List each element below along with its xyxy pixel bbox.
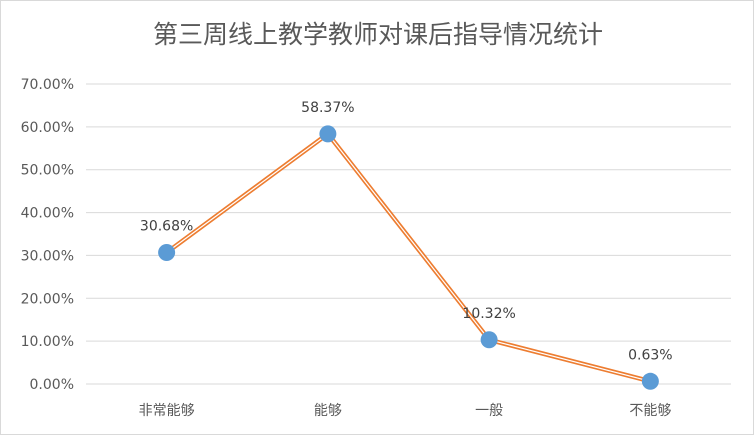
data-label: 0.63% — [628, 347, 672, 363]
gridlines — [86, 83, 731, 385]
data-label: 10.32% — [462, 306, 515, 322]
data-point-marker — [480, 331, 498, 349]
axis-labels: 0.00% 10.00% 20.00% 30.00% 40.00% 50.00% 60.00… — [21, 77, 672, 419]
y-tick-label: 30.00% — [21, 248, 74, 264]
y-tick-label: 10.00% — [21, 334, 74, 350]
data-label: 30.68% — [140, 219, 193, 235]
y-tick-label: 0.00% — [30, 377, 74, 393]
data-labels: 30.68% 58.37% 10.32% 0.63% — [140, 100, 673, 363]
y-tick-label: 70.00% — [21, 77, 74, 93]
y-tick-label: 40.00% — [21, 206, 74, 222]
series-line-outer — [165, 131, 651, 384]
chart-title: 第三周线上教学教师对课后指导情况统计 — [152, 20, 603, 49]
data-point-marker — [641, 372, 659, 390]
x-tick-label: 不能够 — [629, 403, 671, 419]
data-point-marker — [319, 125, 337, 143]
series-line — [165, 131, 651, 384]
data-point-marker — [158, 244, 176, 262]
y-tick-label: 20.00% — [21, 291, 74, 307]
series-markers — [158, 125, 659, 390]
data-label: 58.37% — [301, 100, 354, 116]
series-line-inner — [166, 133, 651, 382]
x-tick-label: 一般 — [475, 403, 503, 419]
y-tick-label: 60.00% — [21, 120, 74, 136]
x-tick-label: 非常能够 — [139, 403, 195, 419]
y-tick-label: 50.00% — [21, 163, 74, 179]
x-tick-label: 能够 — [314, 403, 342, 419]
